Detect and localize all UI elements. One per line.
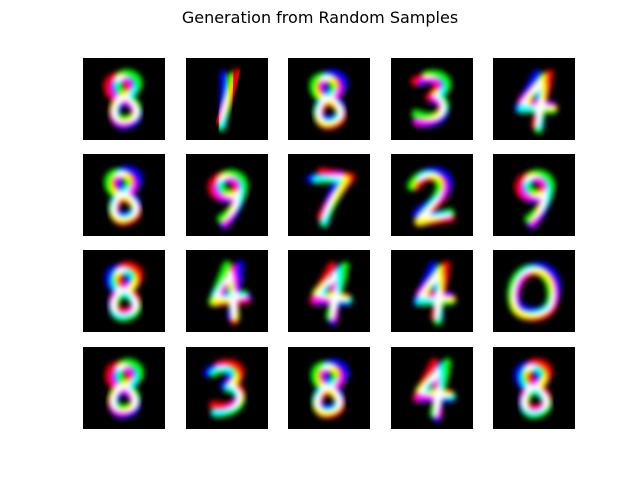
sample-stroke bbox=[212, 174, 245, 230]
sample-image bbox=[391, 347, 473, 429]
sample-image bbox=[391, 250, 473, 332]
sample-image bbox=[391, 58, 473, 140]
sample-stroke bbox=[514, 69, 556, 131]
sample-image bbox=[186, 347, 268, 429]
sample-stroke bbox=[412, 261, 454, 323]
sample-stroke bbox=[104, 264, 140, 320]
sample-image bbox=[493, 154, 575, 236]
sample-stroke bbox=[314, 69, 348, 125]
sample-image bbox=[493, 58, 575, 140]
sample-image bbox=[83, 58, 165, 140]
sample-stroke bbox=[210, 260, 252, 321]
sample-image bbox=[186, 58, 268, 140]
sample-stroke bbox=[109, 165, 143, 221]
sample-stroke bbox=[412, 167, 454, 221]
figure-title: Generation from Random Samples bbox=[181, 8, 459, 27]
sample-stroke bbox=[108, 363, 141, 419]
sample-stroke bbox=[311, 264, 353, 326]
sample-image bbox=[288, 154, 370, 236]
sample-image bbox=[288, 347, 370, 429]
sample-image bbox=[493, 250, 575, 332]
sample-image bbox=[288, 58, 370, 140]
sample-stroke bbox=[217, 70, 230, 130]
sample-stroke bbox=[305, 170, 345, 226]
sample-stroke bbox=[412, 75, 449, 128]
sample-image bbox=[186, 154, 268, 236]
sample-image bbox=[186, 250, 268, 332]
sample-image bbox=[83, 154, 165, 236]
sample-stroke bbox=[108, 74, 142, 130]
sample-stroke bbox=[511, 262, 561, 317]
sample-stroke bbox=[518, 174, 552, 230]
sample-image bbox=[391, 154, 473, 236]
sample-stroke bbox=[313, 358, 350, 414]
sample-image bbox=[83, 347, 165, 429]
sample-image bbox=[493, 347, 575, 429]
sample-image bbox=[288, 250, 370, 332]
sample-stroke bbox=[203, 362, 243, 417]
sample-stroke bbox=[414, 361, 456, 423]
sample-image bbox=[83, 250, 165, 332]
sample-stroke bbox=[513, 361, 551, 417]
